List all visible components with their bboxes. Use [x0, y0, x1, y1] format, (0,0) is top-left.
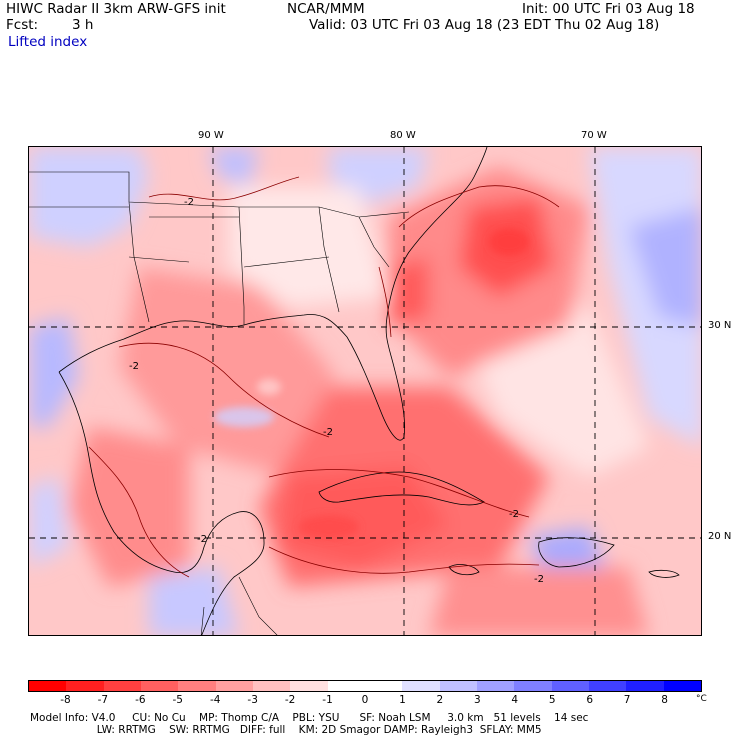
field-name: Lifted index — [8, 34, 88, 50]
colorbar-swatch — [29, 681, 67, 691]
strong-negative-cuba — [279, 467, 449, 567]
contour-label-group: -2 -2 -2 -2 -2 -2 — [129, 197, 544, 585]
positive-zone-atlantic-strong — [629, 207, 701, 327]
colorbar-tick-label: -5 — [172, 694, 184, 706]
colorbar-swatch — [252, 681, 291, 691]
contour-label: -2 — [129, 361, 139, 372]
lat-label-30n: 30 N — [708, 320, 732, 331]
lon-label-80w: 80 W — [390, 130, 416, 141]
colorbar-tick-label: -4 — [209, 694, 221, 706]
colorbar-tick-label: 0 — [361, 694, 369, 706]
colorbar-tick-label: 4 — [511, 694, 519, 706]
contour-mexico — [88, 446, 190, 578]
colorbar-tick-label: 6 — [586, 694, 593, 706]
neutral-zone-southeast — [229, 187, 389, 307]
contour-label: -2 — [323, 427, 333, 438]
coastline-jamaica — [448, 564, 480, 576]
colorbar-swatch — [402, 681, 440, 691]
colorbar-swatch — [514, 681, 552, 691]
colorbar-tick-label: 5 — [548, 694, 556, 706]
colorbar-swatch — [66, 681, 104, 691]
contour-north — [148, 176, 300, 201]
colorbar-swatch — [588, 681, 627, 691]
negative-zone-caribbean-south — [429, 567, 649, 635]
field-shading — [29, 147, 701, 635]
colorbar-swatch — [178, 681, 216, 691]
init-time: Init: 00 UTC Fri 03 Aug 18 — [522, 1, 695, 17]
colorbar-swatch — [364, 681, 403, 691]
positive-zone-yucatan — [149, 567, 239, 635]
graticule — [29, 147, 701, 635]
contour-caribbean — [268, 469, 530, 518]
lon-label-90w: 90 W — [198, 130, 224, 141]
contour-gulf — [118, 342, 330, 438]
colorbar — [28, 680, 702, 692]
colorbar-swatch — [551, 681, 589, 691]
colorbar-tick-label: -7 — [97, 694, 109, 706]
coastline-puerto-rico — [648, 569, 680, 578]
central-america-border — [200, 576, 278, 635]
forecast-label: Fcst: — [6, 17, 39, 33]
colorbar-tick-label: 8 — [661, 694, 668, 706]
colorbar-tick-label: -1 — [322, 694, 333, 706]
contour-label: -2 — [534, 574, 544, 585]
field-detail — [214, 228, 529, 539]
positive-zone-mexico — [29, 477, 69, 567]
contour-south — [268, 546, 540, 574]
coastline-us — [58, 147, 488, 441]
strong-negative-georgia — [389, 257, 429, 327]
contour-carolina — [398, 185, 560, 228]
valid-time: Valid: 03 UTC Fri 03 Aug 18 (23 EDT Thu … — [309, 17, 660, 33]
colorbar-swatch — [626, 681, 664, 691]
colorbar-swatch — [439, 681, 477, 691]
lon-label-70w: 70 W — [581, 130, 607, 141]
model-info-line1: Model Info: V4.0 CU: No Cu MP: Thomp C/A… — [30, 712, 589, 724]
positive-zone-texas — [29, 317, 79, 427]
colorbar-tick-label: -6 — [135, 694, 146, 706]
positive-zone-north-central — [209, 147, 259, 187]
colorbar-tick-label: 1 — [399, 694, 406, 706]
colorbar-swatch — [215, 681, 253, 691]
colorbar-tick-label: 7 — [623, 694, 631, 706]
lifted-index-map: -2 -2 -2 -2 -2 -2 — [28, 146, 702, 636]
boundaries — [29, 147, 680, 635]
colorbar-swatch — [476, 681, 515, 691]
contour-label: -2 — [509, 509, 519, 520]
colorbar-unit: °C — [696, 694, 707, 704]
colorbar-tick-label: 3 — [473, 694, 481, 706]
contours — [88, 176, 560, 578]
model-title: HIWC Radar II 3km ARW-GFS init — [6, 1, 226, 17]
lat-label-20n: 20 N — [708, 531, 732, 542]
forecast-hour: 3 h — [72, 17, 94, 33]
state-borders — [29, 171, 410, 325]
map-canvas: -2 -2 -2 -2 -2 -2 — [29, 147, 701, 635]
colorbar-tick-label: -8 — [60, 694, 71, 706]
colorbar-swatch — [140, 681, 179, 691]
contour-label: -2 — [184, 197, 194, 208]
colorbar-swatch — [103, 681, 141, 691]
colorbar-tick-label: 2 — [436, 694, 444, 706]
organization: NCAR/MMM — [287, 1, 365, 17]
colorbar-swatch — [663, 681, 701, 691]
contour-georgia — [378, 266, 392, 338]
contour-label: -2 — [197, 534, 207, 545]
colorbar-tick-label: -3 — [247, 694, 258, 706]
colorbar-swatch — [290, 681, 328, 691]
negative-zone-mexico-gulf — [69, 427, 189, 587]
model-info-line2: LW: RRTMG SW: RRTMG DIFF: full KM: 2D Sm… — [30, 724, 542, 736]
colorbar-swatch — [327, 681, 365, 691]
colorbar-tick-label: -2 — [284, 694, 296, 706]
coastline-mexico — [58, 371, 265, 635]
